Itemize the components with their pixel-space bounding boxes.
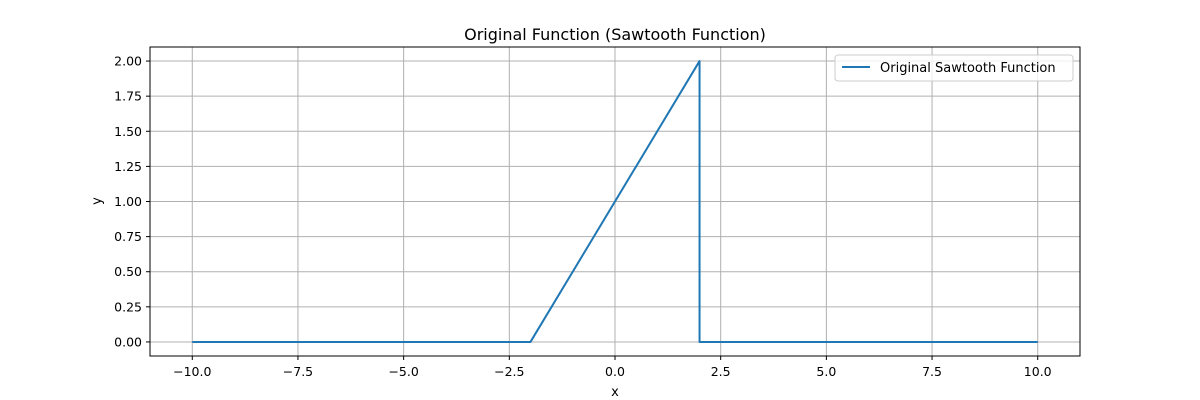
x-axis-ticks: −10.0 −7.5 −5.0 −2.5 0.0 2.5 5.0 7.5 10.0 [173, 356, 1052, 379]
y-tick-label: 0.25 [114, 299, 142, 314]
x-tick-label: 0.0 [605, 364, 625, 379]
legend: Original Sawtooth Function [834, 54, 1074, 82]
y-tick-label: 2.00 [114, 54, 142, 69]
y-tick-label: 0.75 [114, 229, 142, 244]
series-layer [192, 60, 1038, 343]
x-tick-label: 10.0 [1024, 364, 1052, 379]
y-tick-label: 0.00 [114, 334, 142, 349]
legend-box [834, 54, 1074, 82]
x-tick-label: −5.0 [388, 364, 418, 379]
x-tick-label: 5.0 [816, 364, 836, 379]
y-tick-label: 1.75 [114, 89, 142, 104]
legend-label-original-sawtooth-function: Original Sawtooth Function [880, 61, 1056, 76]
x-tick-label: 7.5 [922, 364, 942, 379]
y-tick-label: 1.50 [114, 124, 142, 139]
y-tick-label: 1.00 [114, 194, 142, 209]
y-axis-label: y [90, 197, 105, 205]
series-line-0 [192, 60, 1038, 343]
x-tick-label: −7.5 [283, 364, 313, 379]
y-tick-label: 1.25 [114, 159, 142, 174]
chart-title: Original Function (Sawtooth Function) [464, 25, 766, 44]
y-axis-ticks: 0.00 0.25 0.50 0.75 1.00 1.25 1.50 1.75 2.00 [114, 54, 150, 349]
x-tick-label: −10.0 [173, 364, 211, 379]
y-tick-label: 0.50 [114, 264, 142, 279]
x-axis-label: x [611, 385, 619, 400]
x-tick-label: −2.5 [494, 364, 524, 379]
x-tick-label: 2.5 [711, 364, 731, 379]
